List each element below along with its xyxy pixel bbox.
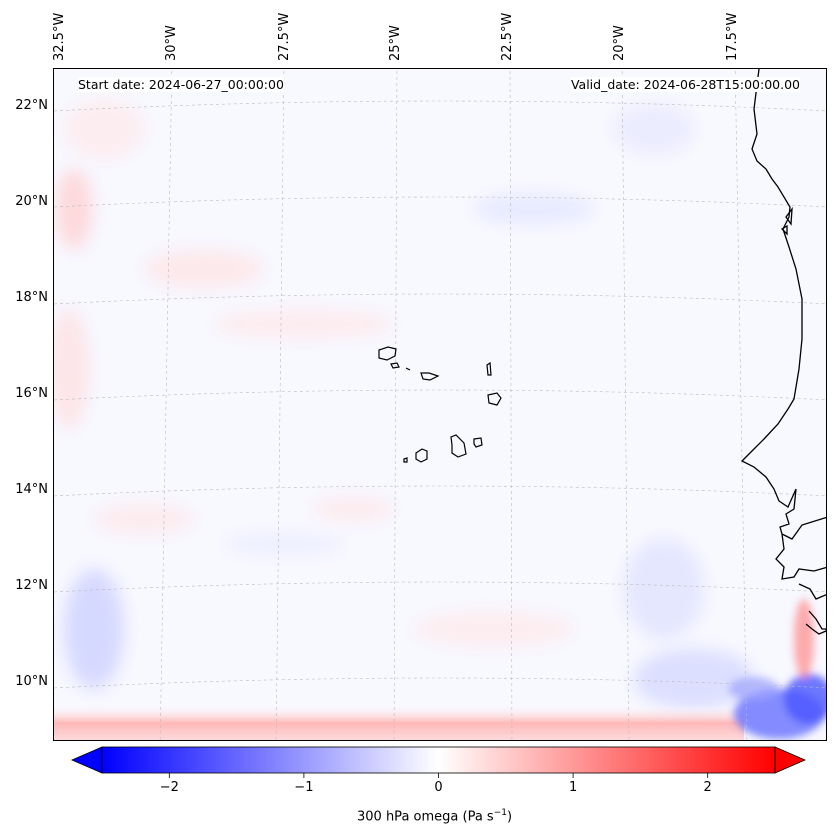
latitude-label: 22°N [15,98,48,113]
colorbar-max-extension [774,746,807,774]
latitude-label: 14°N [15,482,48,497]
colorbar-min-extension [70,746,103,774]
colorbar-label-exponent: −1 [493,808,507,818]
longitude-label: 32.5°W [52,12,67,61]
map-canvas [54,69,826,740]
valid-date-label: Valid_date: 2024-06-28T15:00:00.00 [570,77,800,92]
longitude-label: 22.5°W [500,12,515,61]
longitude-label: 27.5°W [277,12,292,61]
latitude-label: 16°N [15,386,48,401]
map-frame[interactable]: Start date: 2024-06-27_00:00:00 Valid_da… [53,68,827,741]
cape-verde-islands [378,346,502,463]
colorbar-label-text: 300 hPa omega (Pa s [357,809,494,825]
colorbar-label: 300 hPa omega (Pa s−1) [357,808,512,824]
omega-field [54,99,826,740]
longitude-label: 30°W [164,25,179,61]
colorbar-label-close: ) [506,809,513,825]
colorbar-tick-label: 0 [434,780,443,795]
longitude-label: 25°W [388,25,403,61]
graticule [54,69,826,740]
latitude-label: 10°N [15,674,48,689]
latitude-label: 20°N [15,194,48,209]
colorbar-tick-label: 1 [568,780,578,795]
longitude-label: 20°W [612,25,627,61]
longitude-label: 17.5°W [725,12,740,61]
colorbar-body [101,746,776,774]
colorbar-ticks [168,773,709,778]
latitude-label: 12°N [15,578,48,593]
colorbar-tick-label: −1 [294,780,314,795]
colorbar-tick-label: 2 [703,780,712,795]
latitude-label: 18°N [15,290,48,305]
africa-coastline [740,69,826,635]
start-date-label: Start date: 2024-06-27_00:00:00 [78,77,284,92]
colorbar-tick-label: −2 [159,780,179,795]
